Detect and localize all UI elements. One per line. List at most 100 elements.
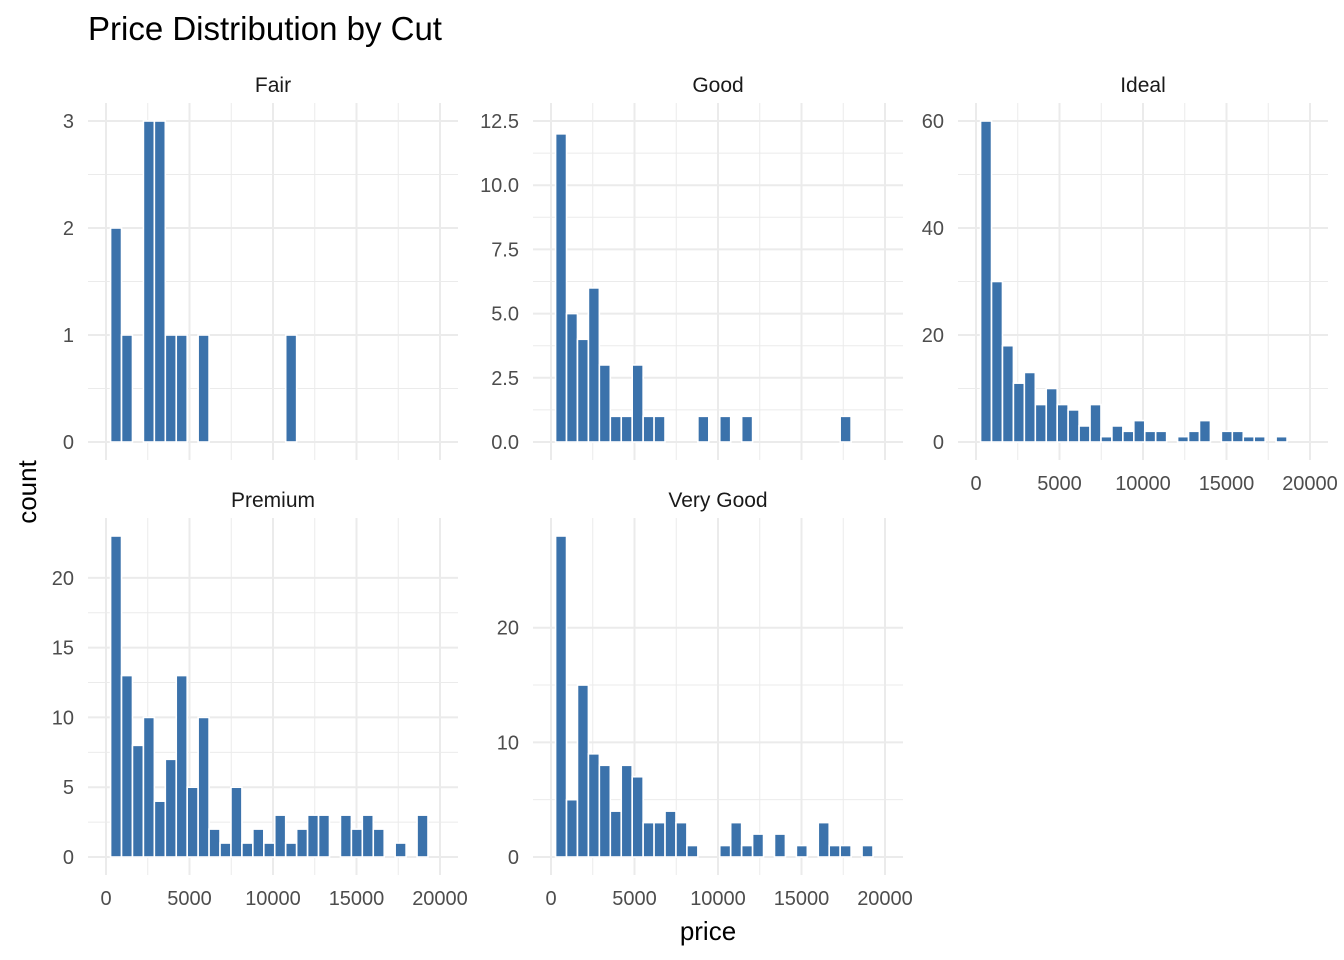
histogram-bar [554,133,568,443]
histogram-bar [142,716,156,858]
histogram-bar [120,334,134,443]
histogram-bar [1045,387,1058,443]
y-tick-label: 0 [63,847,74,869]
histogram-bar [1001,344,1015,443]
histogram-bar [175,334,188,443]
histogram-bar [609,810,623,858]
y-tick-label: 0 [63,432,74,454]
histogram-bar [339,814,353,858]
histogram-bar [1143,430,1157,443]
histogram-bar [587,287,601,443]
x-tick-label: 10000 [245,888,301,910]
x-tick-label: 5000 [612,888,657,910]
histogram-bar [109,227,123,443]
histogram-bar [1187,430,1201,443]
histogram-bar [828,844,841,858]
histogram-bar [1089,403,1102,443]
histogram-bar [817,821,831,858]
histogram-bar [1034,403,1048,443]
histogram-bar [361,814,375,858]
histogram-bar [284,334,298,443]
histogram-bar [718,844,732,858]
histogram-bar [631,364,644,443]
y-tick-label: 5.0 [491,304,519,326]
histogram-bar [142,120,156,443]
histogram-bar [565,798,579,858]
histogram-bar [609,415,623,443]
x-tick-label: 0 [970,473,981,495]
facet-panels: Fair 0 1 2 3 Good 0.0 2.5 5.0 7.5 10.0 12.5 Ideal 0 20… [52,74,1338,910]
facet-strip-label: Very Good [668,489,767,512]
y-tick-label: 1 [63,325,74,347]
histogram-bar [219,842,232,858]
x-tick-label: 20000 [857,888,913,910]
histogram-bar [284,842,298,858]
histogram-bar [1067,409,1080,443]
histogram-bar [631,775,644,858]
y-tick-label: 0.0 [491,432,519,454]
histogram-bar [598,364,612,443]
facet-panel-good: Good 0.0 2.5 5.0 7.5 10.0 12.5 [480,74,903,460]
histogram-bar [241,842,254,858]
histogram-bar [186,786,199,858]
histogram-bar [1220,430,1234,443]
x-tick-label: 5000 [167,888,212,910]
histogram-bar [576,684,590,858]
histogram-bar [350,828,364,858]
histogram-bar [740,415,754,443]
y-tick-label: 10 [497,732,519,754]
histogram-bar [697,415,710,443]
x-tick-label: 20000 [1282,473,1338,495]
histogram-bar [653,415,666,443]
histogram-bar [1198,419,1212,443]
histogram-bar [208,828,221,858]
histogram-bar [839,415,852,443]
histogram-bar [773,833,787,858]
histogram-bar [1023,371,1037,443]
x-tick-label: 10000 [1115,473,1171,495]
x-tick-label: 20000 [412,888,468,910]
facet-strip-label: Fair [255,74,291,97]
histogram-bar [131,744,145,858]
y-tick-label: 0 [933,432,944,454]
histogram-bar [598,764,612,858]
y-tick-label: 2.5 [491,368,519,390]
histogram-bar [839,844,852,858]
facet-panel-ideal: Ideal 0 20 40 60 0 5000 10000 15000 20000 [922,74,1338,495]
y-tick-label: 2 [63,218,74,240]
histogram-bar [394,842,407,858]
histogram-bar [295,828,309,858]
y-tick-label: 12.5 [480,111,519,133]
histogram-bar [718,415,732,443]
y-tick-label: 15 [52,638,74,660]
histogram-bar [861,844,874,858]
histogram-bar [642,821,655,858]
facet-panel-fair: Fair 0 1 2 3 [63,74,458,460]
histogram-bar [263,842,276,858]
histogram-bar [164,334,178,443]
histogram-bar [1154,430,1168,443]
facet-panel-premium: Premium 0 5 10 15 20 0 5000 10000 15000 20000 [52,489,468,910]
x-tick-label: 15000 [1199,473,1255,495]
y-tick-label: 60 [922,111,944,133]
histogram-bar [252,828,265,858]
histogram-bar [197,334,210,443]
histogram-bar [120,674,134,858]
histogram-bar [1122,430,1135,443]
y-tick-label: 5 [63,777,74,799]
histogram-bar [372,828,386,858]
histogram-bar [317,814,331,858]
y-tick-label: 7.5 [491,239,519,261]
x-tick-label: 15000 [774,888,830,910]
histogram-bar [642,415,655,443]
histogram-bar [1012,382,1026,443]
histogram-bar [1231,430,1245,443]
histogram-bar [620,415,633,443]
facet-strip-label: Good [692,74,743,97]
y-tick-label: 0 [508,847,519,869]
histogram-bar [1111,425,1124,443]
histogram-bar [1078,425,1091,443]
histogram-bar [306,814,320,858]
histogram-bar [153,120,167,443]
